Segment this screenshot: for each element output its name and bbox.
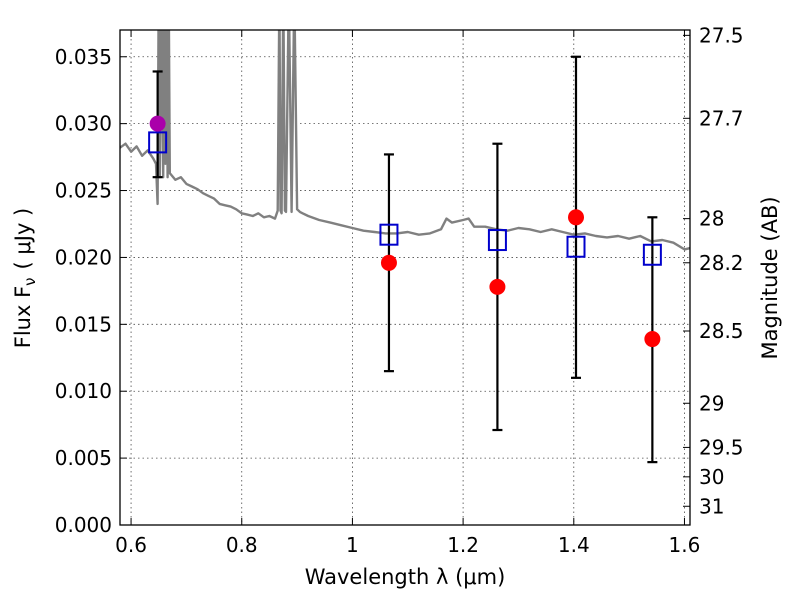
x-tick-label: 1.6 (669, 533, 701, 557)
right-tick-label: 28 (699, 207, 724, 231)
model-square-marker (566, 235, 586, 258)
x-tick-label: 1.2 (447, 533, 479, 557)
observed-flux-markers (149, 115, 661, 348)
x-tick-label: 1 (346, 533, 359, 557)
x-tick-label: 0.8 (226, 533, 258, 557)
observed-point (380, 254, 397, 271)
y-axis-ticks: 0.000 0.005 0.010 0.015 0.020 0.025 0.030 0.035 (55, 45, 127, 537)
right-tick-label: 29.5 (699, 435, 744, 459)
y-axis-label-unit: ( μJy ) (11, 208, 35, 270)
right-tick-label: 27.7 (699, 106, 744, 130)
right-tick-label: 28.5 (699, 319, 744, 343)
y-tick-label: 0.010 (55, 379, 112, 403)
spectrum-line (120, 30, 690, 251)
model-spectrum (120, 30, 690, 251)
model-photometry-markers (148, 131, 662, 266)
y-axis-label: Flux Fν ( μJy ) (11, 208, 39, 349)
model-square-marker (379, 223, 399, 246)
y-tick-label: 0.025 (55, 179, 112, 203)
y-tick-label: 0.030 (55, 112, 112, 136)
right-tick-label: 30 (699, 465, 724, 489)
model-square-marker (148, 131, 168, 154)
right-tick-label: 28.2 (699, 251, 744, 275)
right-tick-label: 27.5 (699, 23, 744, 47)
observed-point (489, 278, 506, 295)
x-axis-label: Wavelength λ (μm) (305, 565, 506, 589)
observed-point (568, 209, 584, 226)
model-square-marker (487, 229, 507, 252)
right-axis-ticks: 27.5 27.7 28 28.2 28.5 29 29.5 30 31 (683, 23, 744, 518)
error-bars (152, 55, 658, 464)
plot-frame (119, 29, 691, 526)
model-square-marker (642, 243, 662, 266)
right-axis-label: Magnitude (AB) (758, 196, 782, 359)
observed-point (149, 115, 166, 132)
y-tick-label: 0.020 (55, 245, 112, 269)
x-tick-label: 0.6 (115, 533, 147, 557)
y-axis-label-subscript: ν (21, 277, 39, 285)
right-tick-label: 29 (699, 391, 724, 415)
y-tick-label: 0.005 (55, 446, 112, 470)
x-tick-label: 1.4 (558, 533, 590, 557)
observed-point (644, 331, 661, 348)
right-tick-label: 31 (699, 494, 724, 518)
y-tick-label: 0.000 (55, 513, 112, 537)
y-axis-label-main: Flux F (11, 286, 35, 348)
y-tick-label: 0.035 (55, 45, 112, 69)
y-tick-label: 0.015 (55, 312, 112, 336)
x-axis-ticks: 0.6 0.8 1 1.2 1.4 1.6 (115, 30, 700, 557)
grid-lines (120, 30, 690, 526)
